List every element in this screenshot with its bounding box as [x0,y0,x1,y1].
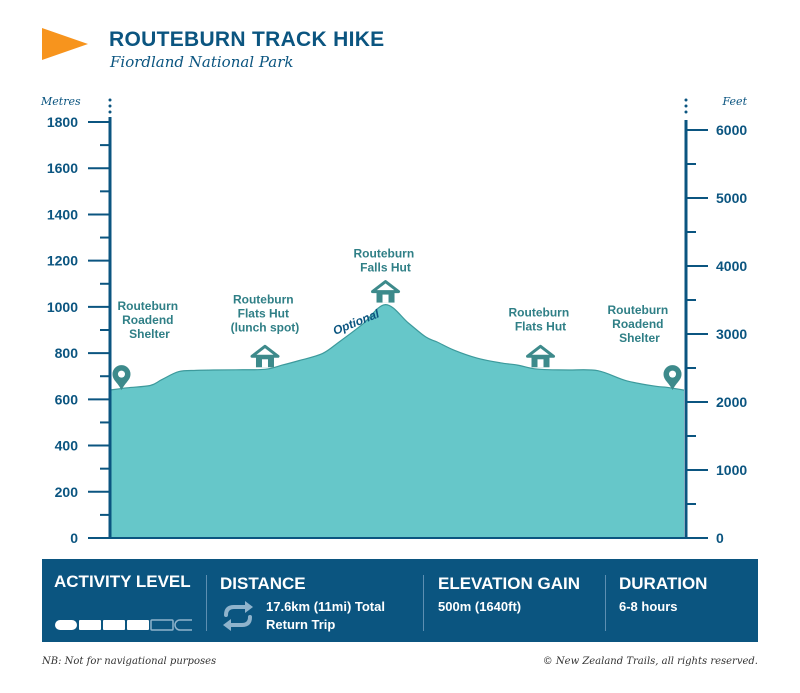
annotation-label: Routeburn Roadend Shelter [608,303,672,345]
hut-icon [526,344,555,368]
y-tick-label-left: 800 [55,345,79,361]
annotation-label-line: Routeburn [608,303,672,317]
copyright-notice: © New Zealand Trails, all rights reserve… [542,656,758,667]
stats-divider [423,575,424,631]
annotation-label-line: Routeburn [509,305,573,319]
annotation-label-line: Falls Hut [360,261,411,275]
axis-continuation-dot [108,110,112,114]
stats-divider [605,575,606,631]
chart-annotation: Routeburn Falls Hut [354,247,418,303]
pin-dot [117,370,125,378]
duration-value: 6-8 hours [619,599,678,614]
y-axis-right-label: Feet [722,95,748,108]
chart-annotation: Routeburn Flats Hut [509,305,573,368]
annotation-label-line: Routeburn [354,247,418,261]
elevation-gain-value: 500m (1640ft) [438,599,522,614]
y-tick-label-left: 600 [55,391,79,407]
page-title: ROUTEBURN TRACK HIKE [109,28,385,51]
y-tick-label-left: 1800 [47,114,78,130]
brand-arrow-icon [42,28,88,60]
y-tick-label-left: 1400 [47,206,78,222]
annotation-label-line: Shelter [129,327,170,341]
y-tick-label-left: 0 [70,530,78,546]
elevation-area [110,304,684,538]
y-axis-left-label: Metres [40,95,81,108]
activity-level-meter [55,619,192,631]
axis-continuation-dot [108,104,112,108]
activity-level-label: ACTIVITY LEVEL [54,572,191,591]
y-tick-label-right: 5000 [716,190,747,206]
distance-value: 17.6km (11mi) Total Return Trip [266,599,385,632]
axis-continuation-dot [684,110,688,114]
y-tick-label-left: 1200 [47,253,78,269]
level-segment-filled [55,620,77,630]
elevation-chart: Metres Feet 0 200 400 600 800 1000 1200 1400 160… [40,95,748,546]
hut-roof [526,344,555,358]
annotation-label: Routeburn Roadend Shelter [117,299,181,341]
annotation-label-line: Flats Hut [515,319,566,333]
axis-continuation-dot [108,98,112,102]
axis-continuation-dot [684,98,688,102]
page-subtitle: Fiordland National Park [110,53,294,71]
annotation-label-line: Flats Hut [238,306,293,320]
annotation-label-line: Routeburn [233,292,297,306]
header: ROUTEBURN TRACK HIKE Fiordland National … [40,24,740,84]
level-segment-empty [150,619,174,631]
duration-label: DURATION [619,574,708,593]
annotation-label-line: Roadend [122,313,177,327]
y-tick-label-left: 1600 [47,160,78,176]
y-tick-label-right: 1000 [716,462,747,478]
y-tick-label-left: 400 [55,438,79,454]
y-tick-label-right: 4000 [716,258,747,274]
location-pin-icon [112,365,131,391]
level-segment-filled [127,620,149,630]
stats-panel: ACTIVITY LEVEL DISTANCE 17.6km (11mi) To… [42,559,758,642]
hut-icon [371,280,401,303]
chart-annotation: Routeburn Roadend Shelter [608,303,682,391]
y-tick-label-left: 1000 [47,299,78,315]
distance-label: DISTANCE [220,574,306,593]
navigation-disclaimer: NB: Not for navigational purposes [42,656,217,667]
y-tick-label-left: 200 [55,484,79,500]
elevation-gain-label: ELEVATION GAIN [438,574,580,593]
hut-door [261,359,268,368]
annotation-label: Routeburn Falls Hut [354,247,418,275]
y-tick-label-right: 0 [716,530,724,546]
annotation-label-line: (lunch spot) [231,320,300,334]
hut-door [537,359,544,368]
annotation-label-line: Roadend [612,317,667,331]
hut-roof [371,280,401,294]
stats-divider [206,575,207,631]
elevation-profile-line [109,303,685,391]
y-tick-label-right: 2000 [716,394,747,410]
annotation-label: Routeburn Flats Hut (lunch spot) [231,292,300,334]
pin-dot [669,370,677,378]
axes: 0 200 400 600 800 1000 1200 1400 1600 1800 0 1000 20… [47,98,747,546]
return-trip-icon [223,601,253,631]
annotation-label-line: Shelter [619,331,660,345]
level-segment-filled [79,620,101,630]
y-tick-label-right: 3000 [716,326,747,342]
level-segment-empty [174,619,192,631]
chart-annotation: Routeburn Flats Hut (lunch spot) [231,292,300,368]
annotation-label-line: Routeburn [117,299,181,313]
location-pin-icon [663,365,682,391]
axis-continuation-dot [684,104,688,108]
hut-icon [250,344,280,368]
y-tick-label-right: 6000 [716,122,747,138]
hut-door [382,294,389,303]
annotation-label: Routeburn Flats Hut [509,305,573,333]
level-segment-filled [103,620,125,630]
chart-annotation: Routeburn Roadend Shelter [112,299,181,391]
hut-roof [250,344,280,358]
